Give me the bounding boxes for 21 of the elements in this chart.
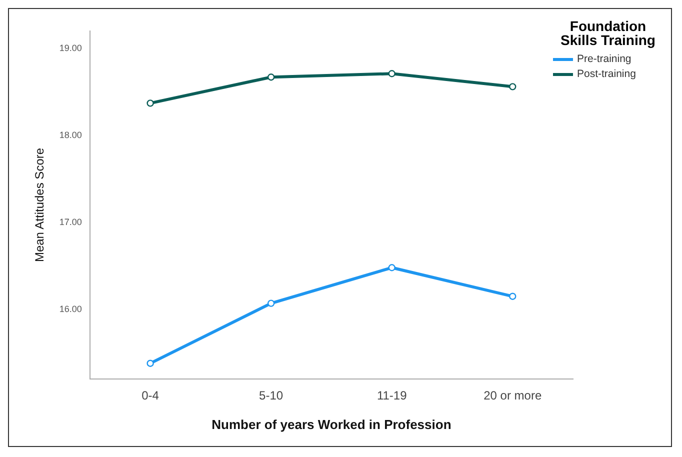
point [146,360,154,367]
point [146,100,154,107]
point [509,292,516,300]
point [509,83,516,90]
y-tick-label: 19.00 [59,42,82,53]
x-tick-label: 5-10 [259,388,284,403]
y-tick-label: 16.00 [59,304,82,314]
legend-title: Foundation Skills Training [560,18,656,48]
point [267,74,275,81]
y-tick-label: 18.00 [59,130,82,140]
point [267,300,275,307]
point [388,70,396,78]
x-axis-title: Number of years Worked in Profession [212,416,452,432]
legend-label: Post-training [577,68,636,80]
y-axis-title: Mean Attitudes Score [32,148,47,262]
y-tick-label: 17.00 [59,216,82,227]
x-tick-label: 20 or more [484,388,542,403]
legend-label: Pre-training [577,53,632,65]
point [388,264,396,272]
x-tick-label: 11-19 [376,388,408,403]
x-tick-label: 0-4 [142,388,160,403]
